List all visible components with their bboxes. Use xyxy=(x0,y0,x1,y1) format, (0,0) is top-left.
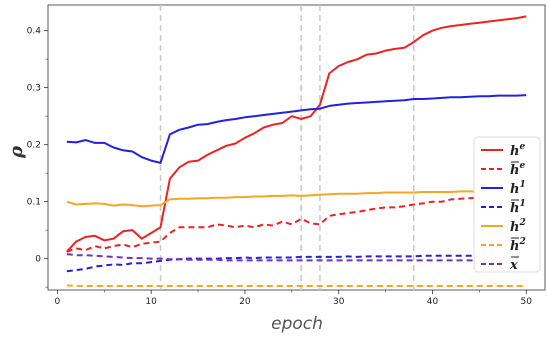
x-axis-label: epoch xyxy=(271,314,323,334)
x-tick-label-5: 50 xyxy=(521,297,533,307)
legend-label-6: x xyxy=(509,258,518,273)
x-ticks: 0 10 20 30 40 50 xyxy=(55,290,533,307)
legend-superscript-4: 2 xyxy=(518,218,525,228)
y-ticks: 0 0.1 0.2 0.3 0.4 xyxy=(27,27,48,288)
y-axis-label-group: ρ xyxy=(6,145,27,159)
legend-superscript-0: e xyxy=(519,142,525,152)
legend-superscript-2: 1 xyxy=(519,180,525,190)
legend-box xyxy=(474,137,540,272)
y-tick-label-3: 0.3 xyxy=(27,84,41,94)
y-tick-label-2: 0.2 xyxy=(27,141,41,151)
legend-superscript-3: 1 xyxy=(519,199,525,209)
plot-area xyxy=(48,5,545,290)
y-axis-label: ρ xyxy=(6,145,27,159)
x-tick-label-3: 30 xyxy=(333,297,345,307)
y-tick-label-1: 0.1 xyxy=(27,198,41,208)
legend-superscript-1: e xyxy=(519,161,525,171)
x-tick-label-4: 40 xyxy=(427,297,439,307)
y-tick-label-0: 0 xyxy=(35,255,41,265)
x-tick-label-1: 10 xyxy=(145,297,157,307)
y-tick-label-4: 0.4 xyxy=(27,27,42,37)
x-tick-label-2: 20 xyxy=(239,297,251,307)
x-tick-label-0: 0 xyxy=(55,297,61,307)
legend-superscript-5: 2 xyxy=(518,237,525,247)
